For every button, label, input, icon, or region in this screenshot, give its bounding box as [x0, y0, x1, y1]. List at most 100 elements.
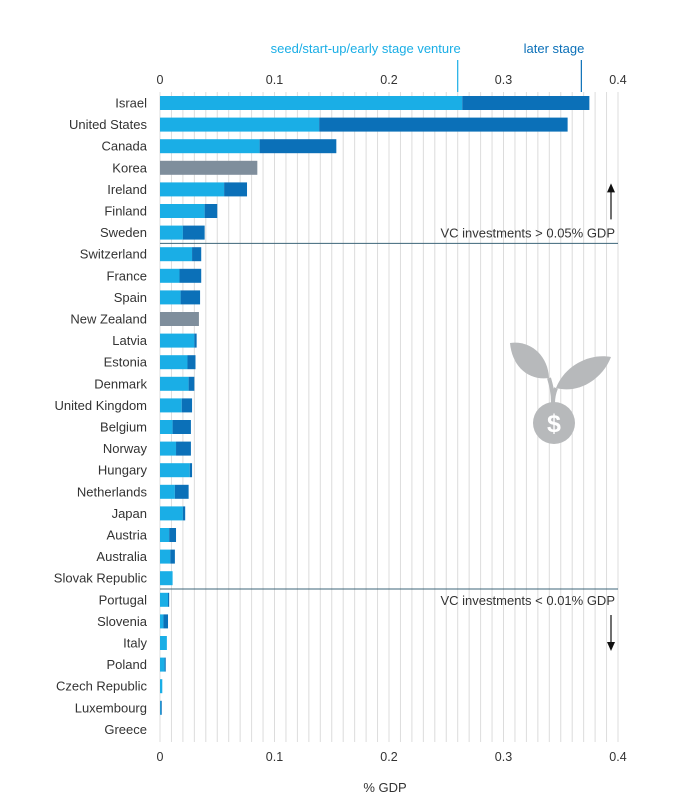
x-tick-label-bottom: 0.1: [266, 750, 283, 764]
category-label: Israel: [115, 96, 147, 111]
x-tick-label-top: 0.4: [609, 73, 626, 87]
bar-later-stage: [182, 225, 205, 240]
category-label: Norway: [103, 441, 148, 456]
svg-text:$: $: [547, 410, 561, 438]
x-tick-label-bottom: 0.3: [495, 750, 512, 764]
bar-early-stage: [160, 139, 260, 154]
bar-total-only: [160, 312, 199, 326]
category-label: Belgium: [100, 420, 147, 435]
bar-later-stage: [176, 441, 191, 456]
category-label: Canada: [101, 139, 147, 154]
bar-later-stage: [172, 420, 191, 434]
bar-early-stage: [160, 463, 190, 478]
x-tick-label-bottom: 0.2: [380, 750, 397, 764]
bar-early-stage: [160, 506, 183, 521]
bar-later-stage: [169, 528, 177, 542]
x-axis-title: % GDP: [363, 780, 406, 795]
bar-early-stage: [160, 592, 169, 607]
bar-early-stage: [160, 268, 180, 283]
category-label: Hungary: [98, 463, 148, 478]
category-label: Denmark: [94, 376, 147, 391]
category-label: Slovenia: [97, 614, 148, 629]
bar-later-stage: [168, 592, 170, 607]
bar-later-stage: [170, 549, 175, 564]
bar-early-stage: [160, 333, 195, 348]
category-label: France: [107, 268, 147, 283]
plant-dollar-icon: $: [510, 342, 611, 444]
category-label: Poland: [107, 657, 147, 672]
category-label: Netherlands: [77, 484, 148, 499]
category-label: United Kingdom: [55, 398, 148, 413]
bar-later-stage: [160, 700, 162, 715]
category-label: Australia: [96, 549, 147, 564]
bar-early-stage: [160, 549, 171, 564]
bar-early-stage: [160, 700, 161, 715]
bar-early-stage: [160, 528, 170, 542]
category-label: Italy: [123, 636, 147, 651]
bar-later-stage: [182, 506, 186, 521]
bar-later-stage: [189, 463, 193, 478]
bar-later-stage: [181, 398, 193, 413]
bar-later-stage: [180, 290, 201, 305]
category-label: Korea: [112, 160, 147, 175]
category-label: Luxembourg: [75, 700, 147, 715]
category-label: Portugal: [99, 592, 148, 607]
category-label: Finland: [104, 204, 147, 219]
x-tick-label-bottom: 0: [157, 750, 164, 764]
bar-later-stage: [187, 355, 196, 370]
bar-later-stage: [174, 484, 189, 499]
bar-later-stage: [194, 333, 197, 348]
category-label: Czech Republic: [56, 679, 148, 694]
bar-early-stage: [160, 204, 205, 218]
bar-later-stage: [204, 204, 218, 218]
legend-label: seed/start-up/early stage venture: [271, 41, 461, 56]
x-tick-label-top: 0.1: [266, 73, 283, 87]
x-tick-label-top: 0.2: [380, 73, 397, 87]
bar-early-stage: [160, 376, 189, 391]
bar-early-stage: [160, 571, 173, 586]
bar-later-stage: [179, 268, 202, 283]
bar-later-stage: [319, 117, 568, 132]
legend-label: later stage: [524, 41, 585, 56]
x-tick-label-top: 0.3: [495, 73, 512, 87]
bar-early-stage: [160, 225, 183, 240]
group-label: VC investments < 0.01% GDP: [441, 593, 616, 608]
category-label: Estonia: [104, 355, 148, 370]
category-label: Greece: [104, 722, 147, 737]
group-label: VC investments > 0.05% GDP: [441, 225, 616, 240]
category-label: Latvia: [112, 333, 147, 348]
bar-early-stage: [160, 398, 182, 413]
bar-later-stage: [224, 182, 248, 197]
bar-early-stage: [160, 355, 188, 370]
bar-early-stage: [160, 290, 181, 305]
bar-early-stage: [160, 484, 175, 499]
arrow-up-icon-head: [607, 183, 615, 193]
category-label: United States: [69, 117, 148, 132]
bar-early-stage: [160, 679, 163, 694]
category-label: Sweden: [100, 225, 147, 240]
bar-early-stage: [160, 117, 320, 132]
bar-early-stage: [160, 96, 463, 110]
bar-early-stage: [160, 420, 173, 434]
bar-early-stage: [160, 614, 164, 629]
bar-later-stage: [188, 376, 195, 391]
bar-early-stage: [160, 441, 177, 456]
bar-early-stage: [160, 636, 167, 650]
bar-later-stage: [462, 96, 590, 110]
category-label: Japan: [112, 506, 147, 521]
category-label: Switzerland: [80, 247, 147, 262]
arrow-down-icon-head: [607, 642, 615, 651]
bar-later-stage: [192, 247, 202, 262]
category-label: Spain: [114, 290, 147, 305]
category-label: New Zealand: [70, 312, 147, 327]
bar-early-stage: [160, 247, 193, 262]
category-label: Slovak Republic: [54, 571, 148, 586]
bar-later-stage: [259, 139, 337, 154]
x-tick-label-bottom: 0.4: [609, 750, 626, 764]
bar-later-stage: [164, 657, 166, 672]
bar-total-only: [160, 160, 258, 175]
category-label: Ireland: [107, 182, 147, 197]
bar-early-stage: [160, 657, 165, 672]
